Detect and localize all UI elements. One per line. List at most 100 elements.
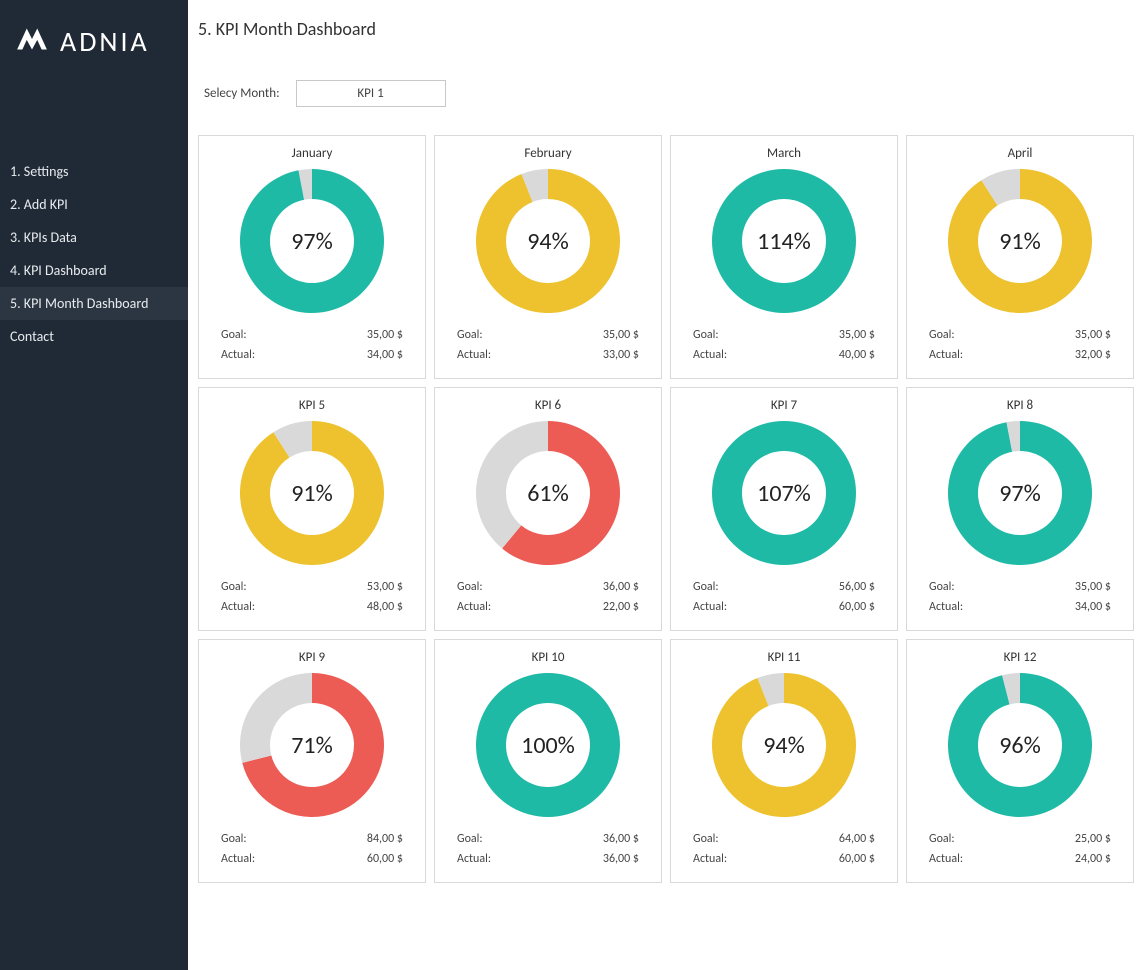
- sidebar-item-4[interactable]: 5. KPI Month Dashboard: [0, 287, 188, 320]
- kpi-percent: 94%: [470, 163, 626, 319]
- kpi-card: KPI 1194% Goal: 64,00 $ Actual: 60,00 $: [670, 639, 898, 883]
- kpi-card-title: KPI 11: [768, 640, 801, 667]
- sidebar-item-3[interactable]: 4. KPI Dashboard: [0, 254, 188, 287]
- sidebar: ADNIA 1. Settings2. Add KPI3. KPIs Data4…: [0, 0, 188, 970]
- kpi-percent: 91%: [234, 415, 390, 571]
- actual-value: 33,00 $: [603, 348, 639, 362]
- kpi-metrics: Goal: 35,00 $ Actual: 34,00 $: [199, 319, 425, 365]
- goal-value: 84,00 $: [367, 832, 403, 846]
- kpi-metrics: Goal:35,00 $Actual:33,00 $: [435, 319, 661, 365]
- goal-value: 25,00 $: [1075, 832, 1111, 846]
- kpi-percent: 97%: [234, 163, 390, 319]
- kpi-donut: 71%: [234, 667, 390, 823]
- goal-value: 35,00 $: [1075, 580, 1111, 594]
- goal-label: Goal:: [929, 832, 955, 846]
- actual-value: 32,00 $: [1075, 348, 1111, 362]
- kpi-card-title: KPI 7: [771, 388, 797, 415]
- actual-value: 36,00 $: [603, 852, 639, 866]
- actual-label: Actual:: [221, 348, 255, 362]
- month-selector-value: KPI 1: [357, 86, 383, 101]
- actual-label: Actual:: [457, 348, 491, 362]
- kpi-card-title: KPI 9: [299, 640, 325, 667]
- actual-value: 60,00 $: [367, 852, 403, 866]
- kpi-card-title: KPI 10: [532, 640, 565, 667]
- kpi-metrics: Goal:36,00 $Actual:36,00 $: [435, 823, 661, 869]
- kpi-card-title: KPI 12: [1004, 640, 1037, 667]
- kpi-donut: 94%: [470, 163, 626, 319]
- kpi-donut: 100%: [470, 667, 626, 823]
- actual-label: Actual:: [929, 852, 963, 866]
- brand-name: ADNIA: [60, 24, 150, 59]
- kpi-donut: 96%: [942, 667, 1098, 823]
- kpi-percent: 71%: [234, 667, 390, 823]
- kpi-card-title: March: [767, 136, 801, 163]
- kpi-percent: 96%: [942, 667, 1098, 823]
- kpi-donut: 94%: [706, 667, 862, 823]
- goal-value: 35,00 $: [603, 328, 639, 342]
- actual-label: Actual:: [693, 600, 727, 614]
- kpi-card-title: KPI 6: [535, 388, 561, 415]
- sidebar-item-0[interactable]: 1. Settings: [0, 155, 188, 188]
- actual-label: Actual:: [693, 852, 727, 866]
- actual-value: 24,00 $: [1075, 852, 1111, 866]
- kpi-card-title: April: [1008, 136, 1033, 163]
- actual-value: 34,00 $: [1075, 600, 1111, 614]
- kpi-card: KPI 897%Goal:35,00 $Actual:34,00 $: [906, 387, 1134, 631]
- sidebar-item-5[interactable]: Contact: [0, 320, 188, 353]
- month-selector[interactable]: KPI 1: [296, 80, 446, 107]
- goal-value: 56,00 $: [839, 580, 875, 594]
- kpi-card: April91%Goal:35,00 $Actual:32,00 $: [906, 135, 1134, 379]
- kpi-metrics: Goal:84,00 $Actual:60,00 $: [199, 823, 425, 869]
- sidebar-nav: 1. Settings2. Add KPI3. KPIs Data4. KPI …: [0, 95, 188, 353]
- goal-label: Goal:: [221, 328, 247, 342]
- kpi-donut: 97%: [234, 163, 390, 319]
- kpi-metrics: Goal: 64,00 $ Actual: 60,00 $: [671, 823, 897, 869]
- actual-value: 60,00 $: [839, 852, 875, 866]
- actual-value: 34,00 $: [367, 348, 403, 362]
- kpi-card: KPI 591%Goal:53,00 $Actual:48,00 $: [198, 387, 426, 631]
- goal-label: Goal:: [693, 580, 719, 594]
- goal-value: 64,00 $: [839, 832, 875, 846]
- actual-label: Actual:: [221, 852, 255, 866]
- kpi-card-grid: January97% Goal: 35,00 $ Actual: 34,00 $ Febr…: [198, 135, 1126, 883]
- kpi-percent: 100%: [470, 667, 626, 823]
- kpi-card: KPI 1296% Goal: 25,00 $ Actual: 24,00 $: [906, 639, 1134, 883]
- goal-value: 53,00 $: [367, 580, 403, 594]
- goal-label: Goal:: [693, 832, 719, 846]
- page-title: 5. KPI Month Dashboard: [198, 14, 1126, 80]
- month-selector-row: Selecy Month: KPI 1: [198, 80, 1126, 135]
- sidebar-item-1[interactable]: 2. Add KPI: [0, 188, 188, 221]
- kpi-card-title: February: [524, 136, 571, 163]
- kpi-card: KPI 661% Goal: 36,00 $ Actual: 22,00 $: [434, 387, 662, 631]
- actual-label: Actual:: [221, 600, 255, 614]
- goal-value: 35,00 $: [839, 328, 875, 342]
- goal-value: 36,00 $: [603, 832, 639, 846]
- actual-label: Actual:: [457, 600, 491, 614]
- goal-label: Goal:: [457, 580, 483, 594]
- kpi-card: KPI 7107% Goal: 56,00 $ Actual: 60,00 $: [670, 387, 898, 631]
- actual-value: 60,00 $: [839, 600, 875, 614]
- main-content: 5. KPI Month Dashboard Selecy Month: KPI…: [188, 0, 1136, 970]
- kpi-donut: 61%: [470, 415, 626, 571]
- month-selector-label: Selecy Month:: [204, 86, 280, 101]
- kpi-percent: 91%: [942, 163, 1098, 319]
- actual-value: 22,00 $: [603, 600, 639, 614]
- kpi-metrics: Goal: 35,00 $ Actual: 34,00 $: [907, 571, 1133, 617]
- goal-value: 35,00 $: [1075, 328, 1111, 342]
- kpi-card: January97% Goal: 35,00 $ Actual: 34,00 $: [198, 135, 426, 379]
- kpi-metrics: Goal:35,00 $Actual:32,00 $: [907, 319, 1133, 365]
- kpi-card-title: January: [292, 136, 333, 163]
- kpi-metrics: Goal: 56,00 $ Actual: 60,00 $: [671, 571, 897, 617]
- kpi-percent: 61%: [470, 415, 626, 571]
- actual-label: Actual:: [929, 600, 963, 614]
- kpi-card: KPI 971%Goal:84,00 $Actual:60,00 $: [198, 639, 426, 883]
- kpi-percent: 107%: [706, 415, 862, 571]
- goal-label: Goal:: [457, 832, 483, 846]
- goal-value: 36,00 $: [603, 580, 639, 594]
- kpi-metrics: Goal:53,00 $Actual:48,00 $: [199, 571, 425, 617]
- sidebar-item-2[interactable]: 3. KPIs Data: [0, 221, 188, 254]
- kpi-card: February94%Goal:35,00 $Actual:33,00 $: [434, 135, 662, 379]
- goal-label: Goal:: [929, 580, 955, 594]
- goal-value: 35,00 $: [367, 328, 403, 342]
- goal-label: Goal:: [221, 580, 247, 594]
